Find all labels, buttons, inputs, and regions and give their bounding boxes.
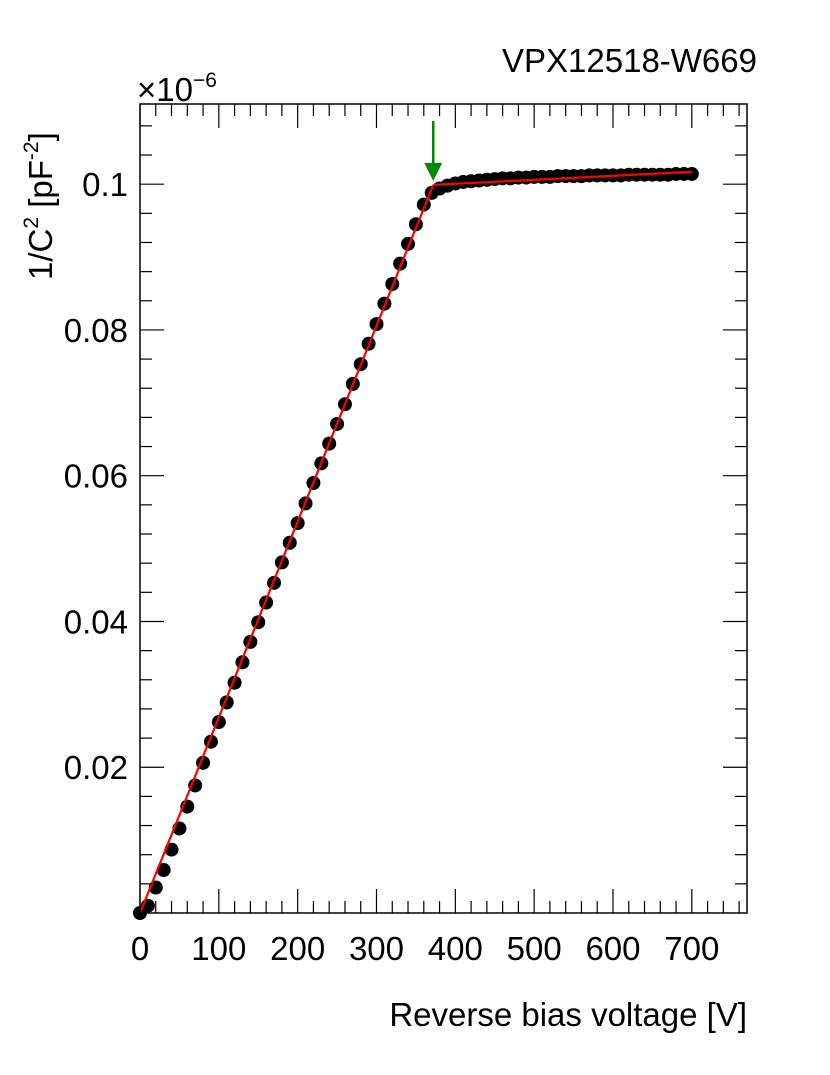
y-multiplier-base: ×10 (137, 71, 193, 108)
fit-lines (138, 170, 692, 914)
y-multiplier: ×10−6 (137, 69, 217, 108)
fit-line (138, 184, 435, 914)
y-tick-label: 0.02 (64, 749, 128, 786)
x-tick-label: 100 (191, 930, 246, 967)
y-tick-label: 0.1 (82, 166, 128, 203)
data-point (156, 862, 171, 877)
annotation-arrow-head (424, 162, 443, 181)
y-axis-label-sup2: -2 (20, 141, 43, 160)
y-axis-label-sup1: 2 (20, 217, 43, 229)
y-axis-label-suffix: ] (22, 132, 59, 141)
fit-line (433, 170, 692, 186)
data-point (684, 166, 699, 181)
axis-ticks (139, 104, 747, 913)
annotation-layer (424, 120, 443, 181)
x-axis-label: Reverse bias voltage [V] (389, 996, 747, 1033)
x-tick-label: 200 (270, 930, 325, 967)
data-points (133, 166, 699, 920)
x-tick-label: 700 (664, 930, 719, 967)
chart-title: VPX12518-W669 (502, 42, 757, 79)
x-tick-label: 600 (585, 930, 640, 967)
y-tick-label: 0.08 (64, 312, 128, 349)
y-tick-label: 0.06 (64, 458, 128, 495)
x-tick-label: 300 (349, 930, 404, 967)
y-axis-label-prefix: 1/C (22, 229, 59, 280)
y-tick-label: 0.04 (64, 603, 128, 640)
y-axis-label: 1/C2 [pF-2] (20, 132, 59, 280)
y-multiplier-exponent: −6 (193, 69, 217, 92)
x-tick-label: 0 (131, 930, 149, 967)
plot-frame (139, 103, 748, 914)
x-tick-label: 400 (428, 930, 483, 967)
y-axis-label-mid: [pF (22, 160, 59, 217)
tick-labels: 0 100 200 300 400 500 600 700 0.02 0.04 0.06 0.08 0.… (64, 166, 720, 967)
x-tick-label: 500 (507, 930, 562, 967)
